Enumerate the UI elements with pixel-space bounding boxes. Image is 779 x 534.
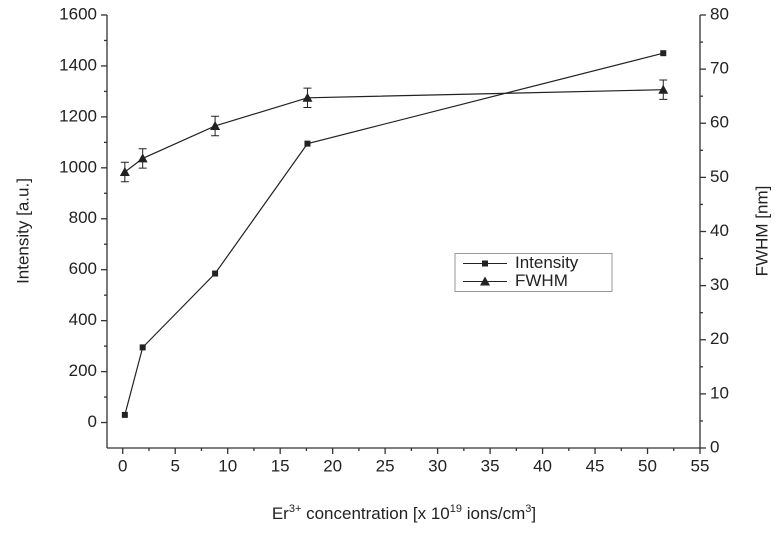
marker (480, 276, 490, 286)
y2-tick-label: 40 (710, 221, 729, 240)
x-tick-label: 15 (271, 456, 290, 475)
x-axis-label-part: ] (531, 504, 536, 523)
x-tick-label: 0 (118, 456, 127, 475)
y-tick-label: 1400 (59, 55, 97, 74)
y2-tick-label: 10 (710, 383, 729, 402)
x-tick-label: 10 (218, 456, 237, 475)
marker (482, 260, 488, 267)
y-tick-label: 800 (69, 208, 97, 227)
x-tick-label: 45 (586, 456, 605, 475)
x-axis-label: Er3+ concentration [x 1019 ions/cm3] (272, 503, 536, 524)
marker (302, 92, 313, 102)
y2-tick-label: 20 (710, 329, 729, 348)
x-axis-label-sup: 3+ (289, 503, 302, 515)
legend-label: FWHM (515, 271, 568, 290)
x-axis-label-sup: 3 (525, 503, 531, 515)
y-tick-label: 0 (88, 412, 97, 431)
marker (210, 120, 221, 130)
y2-tick-label: 60 (710, 113, 729, 132)
marker (119, 166, 130, 176)
y2-tick-label: 50 (710, 167, 729, 186)
x-tick-label: 50 (638, 456, 657, 475)
x-tick-label: 30 (428, 456, 447, 475)
y2-tick-label: 30 (710, 275, 729, 294)
y-tick-label: 400 (69, 310, 97, 329)
x-tick-label: 40 (533, 456, 552, 475)
y2-axis-label: FWHM [nm] (752, 186, 771, 277)
y-tick-label: 600 (69, 259, 97, 278)
series-line (124, 89, 664, 173)
marker (212, 270, 219, 277)
y2-tick-label: 0 (710, 437, 719, 456)
marker (304, 140, 311, 147)
y-tick-label: 200 (69, 361, 97, 380)
x-tick-label: 5 (170, 456, 179, 475)
series-line (124, 52, 664, 416)
y-tick-label: 1200 (59, 106, 97, 125)
marker (660, 50, 667, 57)
x-axis-label-part: concentration [x 10 (301, 504, 449, 523)
y2-tick-label: 80 (710, 4, 729, 23)
y-tick-label: 1600 (59, 4, 97, 23)
marker (658, 84, 669, 94)
x-axis-label-sup: 19 (450, 503, 462, 515)
x-tick-label: 35 (481, 456, 500, 475)
y2-tick-label: 70 (710, 59, 729, 78)
x-tick-label: 25 (376, 456, 395, 475)
legend-label: Intensity (515, 253, 579, 272)
y-tick-label: 1000 (59, 157, 97, 176)
marker (121, 411, 128, 418)
marker (137, 153, 148, 163)
marker (139, 344, 146, 351)
x-tick-label: 20 (323, 456, 342, 475)
x-axis-label-part: Er (272, 504, 289, 523)
x-tick-label: 55 (691, 456, 710, 475)
y-axis-label: Intensity [a.u.] (13, 178, 32, 284)
x-axis-label-part: ions/cm (462, 504, 525, 523)
